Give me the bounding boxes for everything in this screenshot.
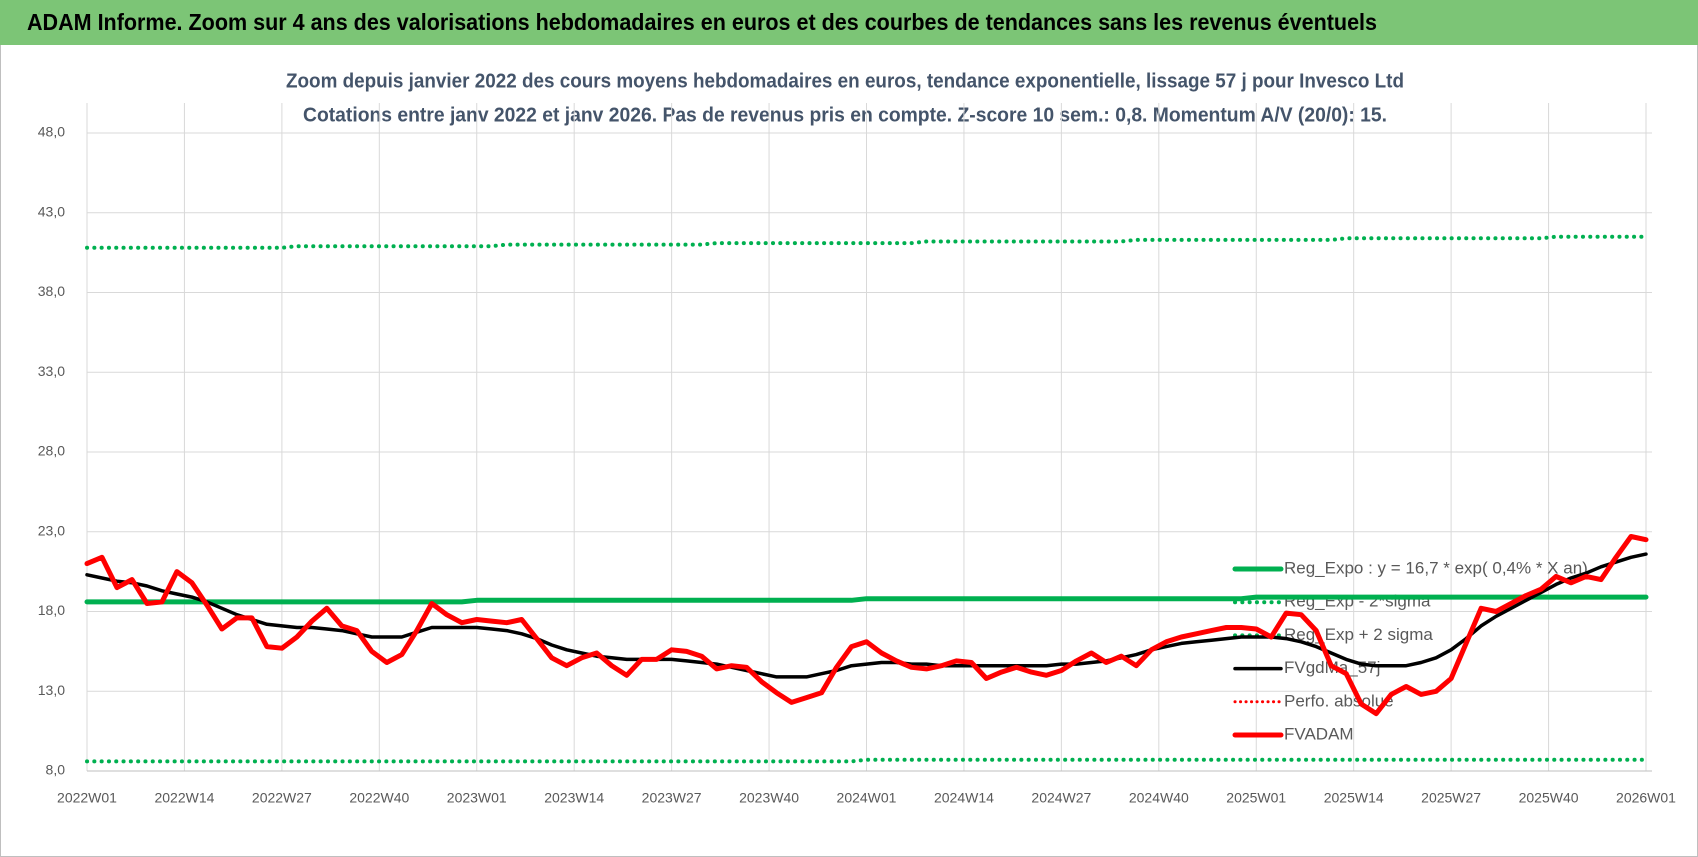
x-tick-label: 2025W27 <box>1421 790 1481 806</box>
legend-label: Reg_Exp - 2*sigma <box>1284 592 1431 611</box>
x-tick-label: 2024W14 <box>934 790 994 806</box>
y-tick-label: 33,0 <box>38 363 65 379</box>
series-line <box>84 534 1649 717</box>
y-tick-label: 43,0 <box>38 203 65 219</box>
y-tick-label: 28,0 <box>38 443 65 459</box>
series-line <box>85 757 1648 764</box>
x-tick-label: 2023W01 <box>447 790 507 806</box>
legend-label: FVADAM <box>1284 724 1354 743</box>
x-tick-label: 2022W14 <box>154 790 214 806</box>
x-tick-label: 2022W40 <box>349 790 409 806</box>
legend-label: Reg_Exp + 2 sigma <box>1284 625 1433 644</box>
y-tick-label: 48,0 <box>38 124 65 140</box>
legend-label: Reg_Expo : y = 16,7 * exp( 0,4% * X an) <box>1284 558 1588 577</box>
y-tick-label: 13,0 <box>38 682 65 698</box>
x-tick-label: 2022W01 <box>57 790 117 806</box>
y-tick-label: 38,0 <box>38 283 65 299</box>
y-tick-label: 23,0 <box>38 522 65 538</box>
series-line <box>85 552 1648 679</box>
chart-subtitle: Cotations entre janv 2022 et janv 2026. … <box>303 104 1387 126</box>
legend-label: Perfo. absolue <box>1284 691 1394 710</box>
x-tick-label: 2024W27 <box>1031 790 1091 806</box>
x-tick-label: 2023W27 <box>642 790 702 806</box>
x-tick-label: 2024W01 <box>837 790 897 806</box>
chart-title: Zoom depuis janvier 2022 des cours moyen… <box>286 70 1404 92</box>
x-tick-label: 2025W01 <box>1226 790 1286 806</box>
x-tick-label: 2022W27 <box>252 790 312 806</box>
header-title: ADAM Informe. Zoom sur 4 ans des valoris… <box>27 9 1377 35</box>
x-tick-label: 2023W40 <box>739 790 799 806</box>
x-tick-label: 2025W40 <box>1519 790 1579 806</box>
series-line <box>85 234 1648 250</box>
header-bar <box>0 0 1698 45</box>
x-tick-label: 2026W01 <box>1616 790 1676 806</box>
y-tick-label: 8,0 <box>46 762 66 778</box>
x-tick-label: 2023W14 <box>544 790 604 806</box>
x-tick-label: 2025W14 <box>1324 790 1384 806</box>
y-tick-label: 18,0 <box>38 602 65 618</box>
x-tick-label: 2024W40 <box>1129 790 1189 806</box>
series-line <box>84 594 1649 605</box>
